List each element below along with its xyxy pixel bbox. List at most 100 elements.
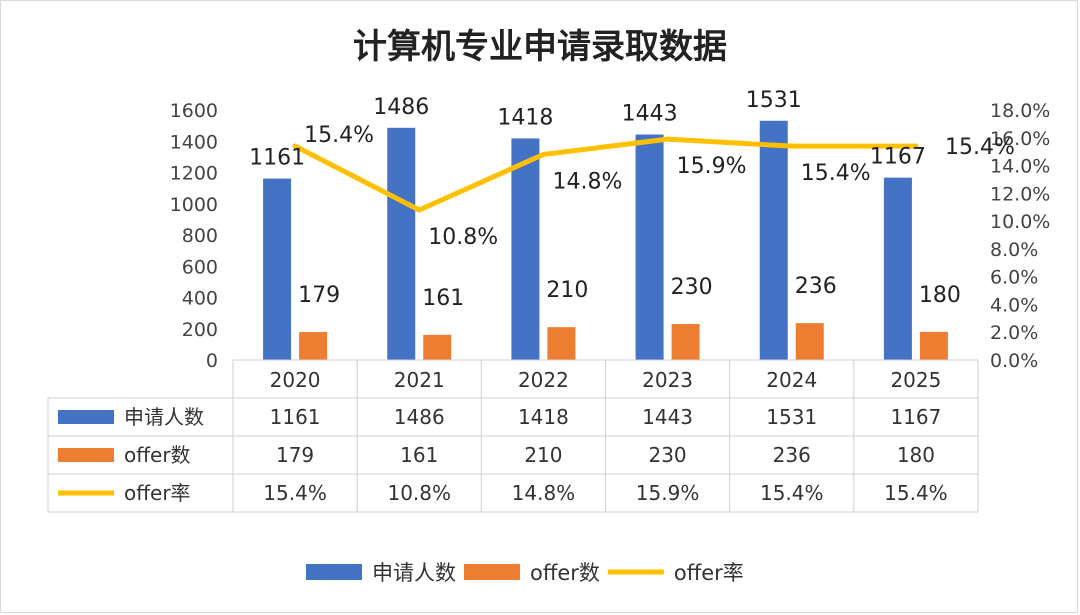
left-axis-tick-label: 200 — [182, 319, 218, 341]
bar-申请人数-2022 — [511, 138, 540, 360]
bar-offer数-2025 — [919, 331, 948, 360]
table-cell: 230 — [648, 443, 686, 467]
left-y-axis: 0 200 400 600 800 1000 1200 1400 1600 — [170, 100, 218, 372]
left-axis-tick-label: 600 — [182, 256, 218, 278]
bar-offer数-2021 — [423, 334, 452, 360]
table-series-name: 申请人数 — [124, 405, 204, 429]
table-key-offer数 — [58, 448, 114, 462]
line-segment-offer率 — [665, 136, 795, 149]
right-axis-tick-label: 18.0% — [990, 100, 1050, 122]
table-cell: 1161 — [270, 405, 321, 429]
category-label: 2022 — [518, 368, 569, 392]
right-axis-tick-label: 0.0% — [990, 350, 1038, 372]
data-label: 1418 — [497, 105, 553, 130]
data-label: 230 — [671, 275, 713, 300]
line-point-2022 — [540, 151, 546, 157]
table-cell: 15.4% — [263, 481, 327, 505]
table-cell: 1531 — [766, 405, 817, 429]
bar-申请人数-2021 — [387, 127, 416, 360]
line-point-2023 — [665, 136, 671, 142]
bar-offer数-2024 — [795, 323, 824, 360]
table-cell: 1443 — [642, 405, 693, 429]
legend-label: offer率 — [674, 561, 744, 585]
data-label: 15.4% — [945, 135, 1015, 160]
bar-offer数-2023 — [671, 324, 700, 360]
left-axis-tick-label: 0 — [206, 350, 218, 372]
legend-key-offer数 — [464, 564, 520, 580]
left-axis-tick-label: 800 — [182, 225, 218, 247]
right-y-axis: 0.0% 2.0% 4.0% 6.0% 8.0% 10.0% 12.0% 14.0% 16.0%… — [990, 100, 1050, 372]
category-label: 2023 — [642, 368, 693, 392]
table-cell: 15.4% — [884, 481, 948, 505]
left-axis-tick-label: 1000 — [170, 194, 218, 216]
data-label: 236 — [795, 274, 837, 299]
left-axis-tick-label: 1200 — [170, 163, 218, 185]
data-label: 161 — [422, 286, 464, 311]
data-label: 15.9% — [677, 154, 747, 179]
data-label: 15.4% — [304, 123, 374, 148]
data-label: 15.4% — [801, 161, 871, 186]
category-label: 2020 — [270, 368, 321, 392]
table-cell: 210 — [524, 443, 562, 467]
left-axis-tick-label: 1600 — [170, 100, 218, 122]
line-segment-offer率 — [540, 136, 671, 157]
data-label: 1486 — [373, 95, 429, 120]
bar-offer数-2020 — [299, 332, 328, 360]
legend-label: 申请人数 — [372, 561, 456, 585]
line-point-2021 — [416, 207, 422, 213]
bar-申请人数-2025 — [883, 177, 912, 360]
line-segment-offer率 — [416, 151, 546, 213]
data-label: 1531 — [746, 88, 802, 113]
data-label: 210 — [546, 278, 588, 303]
table-cell: 10.8% — [387, 481, 451, 505]
bar-marks — [263, 120, 948, 360]
bar-申请人数-2024 — [759, 120, 788, 360]
data-label: 1161 — [249, 146, 305, 171]
right-axis-tick-label: 14.0% — [990, 156, 1050, 178]
chart-title: 计算机专业申请录取数据 — [353, 27, 727, 67]
line-point-2025 — [913, 143, 919, 149]
bar-申请人数-2023 — [635, 134, 664, 360]
right-axis-tick-label: 16.0% — [990, 128, 1050, 150]
category-label: 2024 — [766, 368, 817, 392]
right-axis-tick-label: 12.0% — [990, 183, 1050, 205]
left-axis-tick-label: 400 — [182, 288, 218, 310]
table-cell: 14.8% — [512, 481, 576, 505]
data-label: 1443 — [622, 102, 678, 127]
right-axis-tick-label: 10.0% — [990, 211, 1050, 233]
data-labels: 1161 1486 1418 1443 1531 1167 179 161 210 230 236 1… — [249, 88, 1015, 311]
data-label: 10.8% — [428, 225, 498, 250]
line-point-2020 — [292, 143, 298, 149]
data-label: 180 — [919, 283, 961, 308]
category-label: 2021 — [394, 368, 445, 392]
right-axis-tick-label: 4.0% — [990, 294, 1038, 316]
table-cell: 1167 — [890, 405, 941, 429]
right-axis-tick-label: 2.0% — [990, 322, 1038, 344]
line-segment-offer率 — [292, 143, 422, 213]
table-series-name: offer率 — [124, 481, 191, 505]
table-cell: 1486 — [394, 405, 445, 429]
bar-申请人数-2020 — [263, 178, 292, 360]
legend: 申请人数 offer数 offer率 — [306, 561, 744, 585]
data-label: 179 — [298, 283, 340, 308]
table-cell: 180 — [897, 443, 935, 467]
right-axis-tick-label: 6.0% — [990, 267, 1038, 289]
legend-key-申请人数 — [306, 564, 362, 580]
table-cell: 161 — [400, 443, 438, 467]
left-axis-tick-label: 1400 — [170, 131, 218, 153]
line-point-2024 — [789, 143, 795, 149]
bar-offer数-2022 — [547, 327, 576, 360]
data-table: 2020 2021 2022 2023 2024 2025 申请人数 1161 1486 1418… — [47, 359, 979, 513]
data-label: 1167 — [870, 145, 926, 170]
category-label: 2025 — [890, 368, 941, 392]
table-cell: 15.9% — [636, 481, 700, 505]
table-series-name: offer数 — [124, 443, 191, 467]
table-key-申请人数 — [58, 410, 114, 424]
table-cell: 1418 — [518, 405, 569, 429]
table-cell: 15.4% — [760, 481, 824, 505]
data-label: 14.8% — [552, 169, 622, 194]
table-cell: 179 — [276, 443, 314, 467]
table-cell: 236 — [773, 443, 811, 467]
